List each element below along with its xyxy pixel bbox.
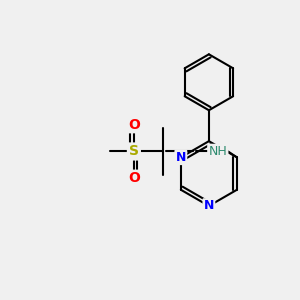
- Text: S: S: [129, 145, 139, 158]
- Text: N: N: [204, 200, 214, 212]
- Text: N: N: [176, 151, 186, 164]
- Text: O: O: [128, 118, 140, 132]
- Text: O: O: [128, 171, 140, 185]
- Text: NH: NH: [208, 145, 227, 158]
